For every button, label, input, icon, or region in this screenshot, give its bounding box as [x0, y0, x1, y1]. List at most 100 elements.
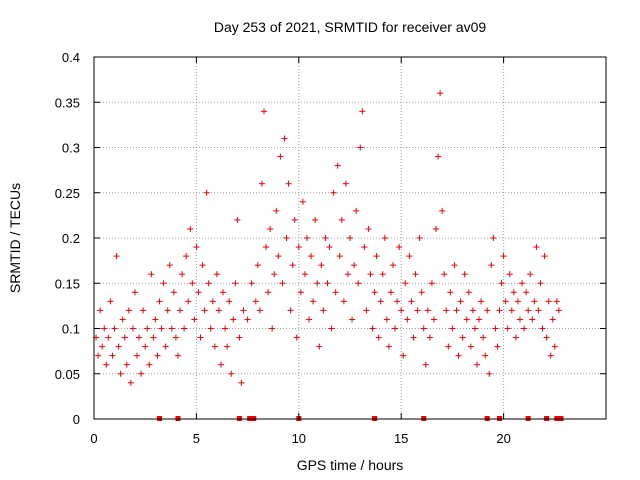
- data-point: [420, 325, 427, 332]
- data-point: [267, 225, 274, 232]
- data-point: [238, 379, 245, 386]
- data-point: [205, 280, 212, 287]
- data-point: [414, 307, 421, 314]
- data-point: [367, 271, 374, 278]
- data-point: [426, 334, 433, 341]
- data-point: [404, 316, 411, 323]
- data-point: [396, 244, 403, 251]
- data-point: [523, 289, 530, 296]
- data-point: [473, 361, 480, 368]
- data-point: [174, 352, 181, 359]
- data-point: [107, 298, 114, 305]
- data-point: [512, 334, 519, 341]
- data-point: [441, 271, 448, 278]
- data-point: [521, 325, 528, 332]
- data-point: [129, 325, 136, 332]
- data-point: [449, 325, 456, 332]
- data-point: [467, 343, 474, 350]
- data-point: [297, 289, 304, 296]
- data-point: [363, 307, 370, 314]
- data-point: [322, 235, 329, 241]
- data-point: [455, 352, 462, 359]
- data-point: [138, 370, 145, 377]
- x-tick-label: 20: [496, 431, 510, 446]
- data-point: [127, 379, 134, 386]
- data-point: [531, 298, 538, 305]
- data-point: [240, 307, 247, 314]
- data-point: [207, 325, 214, 332]
- data-point: [123, 361, 130, 368]
- data-point: [215, 307, 222, 314]
- data-point: [172, 334, 179, 341]
- data-point: [252, 298, 259, 305]
- data-point: [498, 280, 505, 287]
- data-point: [482, 352, 489, 359]
- data-point: [381, 235, 388, 241]
- data-point: [510, 289, 517, 296]
- data-point: [351, 262, 358, 269]
- data-point: [224, 343, 231, 350]
- data-point: [445, 343, 452, 350]
- data-point: [254, 262, 261, 269]
- data-point: [220, 289, 227, 296]
- data-point: [146, 361, 153, 368]
- data-point: [525, 307, 532, 314]
- x-tick-label: 5: [193, 431, 200, 446]
- data-point: [154, 352, 161, 359]
- data-point: [435, 153, 442, 160]
- data-point: [340, 298, 347, 305]
- data-point: [158, 325, 165, 332]
- data-point: [295, 244, 302, 251]
- data-point: [144, 325, 151, 332]
- data-point: [121, 334, 128, 341]
- data-point: [119, 316, 126, 323]
- data-point: [301, 271, 308, 278]
- data-point: [289, 262, 296, 269]
- data-point: [203, 189, 210, 196]
- data-point: [105, 334, 112, 341]
- data-point: [156, 298, 163, 305]
- data-point: [234, 216, 241, 223]
- data-point: [492, 325, 499, 332]
- data-point: [115, 343, 122, 350]
- data-point: [285, 180, 292, 187]
- data-point: [543, 334, 550, 341]
- data-point: [308, 253, 315, 260]
- data-point: [418, 289, 425, 296]
- data-point: [476, 316, 483, 323]
- data-point: [193, 244, 200, 251]
- data-point: [199, 262, 206, 269]
- data-point: [353, 207, 360, 214]
- data-point: [463, 316, 470, 323]
- data-point: [500, 253, 507, 260]
- data-point: [273, 207, 280, 214]
- data-point: [201, 307, 208, 314]
- y-tick-label: 0.35: [55, 95, 80, 110]
- data-point: [457, 298, 464, 305]
- data-point: [465, 289, 472, 296]
- data-point: [330, 189, 337, 196]
- data-point: [197, 334, 204, 341]
- data-point: [529, 316, 536, 323]
- data-point: [265, 289, 272, 296]
- data-point: [166, 262, 173, 269]
- chart-title: Day 253 of 2021, SRMTID for receiver av0…: [214, 19, 487, 35]
- data-point: [244, 316, 251, 323]
- data-point: [271, 271, 278, 278]
- data-point: [101, 325, 108, 332]
- data-point: [168, 325, 175, 332]
- data-point: [306, 316, 313, 323]
- data-point: [328, 325, 335, 332]
- data-point: [508, 307, 515, 314]
- data-point: [484, 307, 491, 314]
- data-point: [189, 280, 196, 287]
- data-point: [336, 253, 343, 260]
- data-point: [371, 289, 378, 296]
- data-point: [287, 307, 294, 314]
- data-point: [541, 253, 548, 260]
- data-point: [299, 198, 306, 205]
- x-tick-labels: 0 5 10 15 20: [90, 431, 510, 446]
- data-point: [516, 316, 523, 323]
- data-point: [97, 307, 104, 314]
